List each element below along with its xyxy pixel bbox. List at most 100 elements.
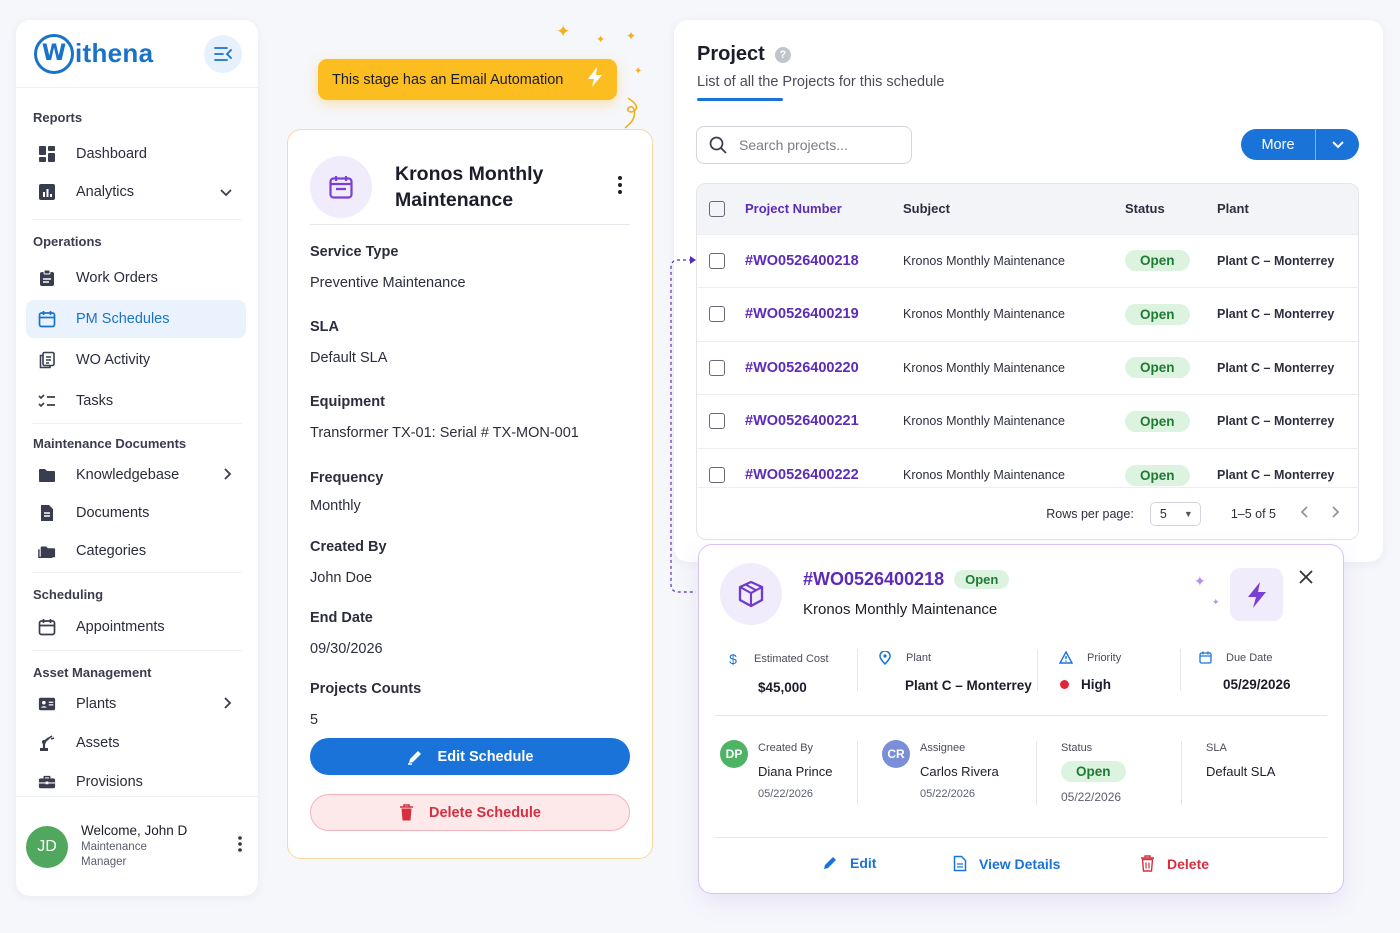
sidebar-item-label: Tasks — [76, 393, 114, 409]
project-number-link[interactable]: #WO0526400221 — [745, 413, 859, 430]
delete-button[interactable]: Delete — [1140, 855, 1209, 872]
collapse-sidebar-button[interactable] — [204, 34, 242, 73]
sidebar-item-documents[interactable]: Documents — [26, 494, 246, 532]
project-subject: Kronos Monthly Maintenance — [903, 414, 1065, 429]
metric-value: 05/29/2026 — [1223, 677, 1291, 692]
divider — [310, 224, 630, 225]
person-name: Carlos Rivera — [920, 764, 999, 779]
metric-label: Estimated Cost — [754, 653, 829, 665]
pencil-icon — [407, 749, 423, 765]
calendar-icon — [310, 156, 372, 218]
sidebar-item-provisions[interactable]: Provisions — [26, 763, 246, 801]
sidebar: W ithena Reports Dashboard Analytics Ope… — [16, 20, 258, 896]
search-input[interactable] — [739, 137, 899, 153]
column-header-project-number[interactable]: Project Number — [745, 201, 842, 217]
project-title: Project — [697, 43, 765, 65]
chevron-right-icon — [224, 696, 232, 712]
project-plant: Plant C – Monterrey — [1217, 360, 1335, 375]
sidebar-item-wo-activity[interactable]: WO Activity — [26, 341, 246, 379]
row-checkbox[interactable] — [709, 306, 725, 323]
delete-label: Delete — [1167, 855, 1210, 872]
rows-per-page-select[interactable]: 5 ▼ — [1149, 501, 1201, 526]
sidebar-item-work-orders[interactable]: Work Orders — [26, 259, 246, 297]
field-frequency: Frequency Monthly — [288, 470, 652, 514]
table-row[interactable]: #WO0526400222 Kronos Monthly Maintenance… — [697, 448, 1358, 502]
edit-button[interactable]: Edit — [822, 855, 876, 871]
detail-subject: Kronos Monthly Maintenance — [803, 601, 998, 618]
table-row[interactable]: #WO0526400219 Kronos Monthly Maintenance… — [697, 287, 1358, 342]
section-title-asset-management: Asset Management — [33, 665, 152, 680]
table-row[interactable]: #WO0526400221 Kronos Monthly Maintenance… — [697, 394, 1358, 449]
row-checkbox[interactable] — [709, 252, 725, 269]
sidebar-item-plants[interactable]: Plants — [26, 685, 246, 723]
detail-header: #WO0526400218 Open — [803, 569, 1010, 590]
previous-page-button[interactable] — [1300, 505, 1308, 522]
sidebar-item-label: Dashboard — [76, 146, 147, 162]
project-subject: Kronos Monthly Maintenance — [903, 307, 1065, 322]
rows-per-page-value: 5 — [1159, 506, 1167, 521]
project-number-link[interactable]: #WO0526400220 — [745, 359, 859, 376]
column-header-plant[interactable]: Plant — [1217, 201, 1249, 217]
close-button[interactable] — [1299, 567, 1313, 590]
edit-schedule-button[interactable]: Edit Schedule — [310, 738, 630, 775]
row-checkbox[interactable] — [709, 413, 725, 430]
section-title-operations: Operations — [33, 234, 102, 249]
column-header-subject[interactable]: Subject — [903, 201, 950, 217]
sidebar-item-label: Assets — [76, 735, 120, 751]
metric-label: Due Date — [1226, 651, 1273, 664]
sidebar-item-assets[interactable]: Assets — [26, 724, 246, 762]
field-value: Transformer TX-01: Serial # TX-MON-001 — [310, 425, 579, 441]
field-projects-counts: Projects Counts 5 — [288, 681, 652, 728]
sidebar-item-label: Plants — [76, 696, 117, 712]
view-details-button[interactable]: View Details — [953, 855, 1060, 872]
metric-due-date: Due Date 05/29/2026 — [1197, 651, 1291, 692]
sidebar-item-categories[interactable]: Categories — [26, 532, 246, 570]
more-button[interactable]: More — [1241, 129, 1359, 160]
sidebar-item-pm-schedules[interactable]: PM Schedules — [26, 300, 246, 338]
view-details-label: View Details — [979, 855, 1061, 872]
sidebar-item-dashboard[interactable]: Dashboard — [26, 135, 246, 173]
sidebar-item-appointments[interactable]: Appointments — [26, 608, 246, 646]
user-menu-button[interactable] — [238, 836, 242, 857]
section-title-reports: Reports — [33, 110, 83, 125]
delete-schedule-label: Delete Schedule — [428, 804, 541, 821]
avatar[interactable]: JD — [26, 825, 68, 868]
sidebar-item-tasks[interactable]: Tasks — [26, 382, 246, 420]
logo-mark: W — [34, 33, 74, 74]
help-icon[interactable]: ? — [774, 46, 791, 63]
project-number-link[interactable]: #WO0526400218 — [745, 252, 859, 269]
field-label: Projects Counts — [310, 681, 422, 697]
project-number-link[interactable]: #WO0526400222 — [745, 467, 859, 483]
sidebar-item-analytics[interactable]: Analytics — [26, 173, 246, 211]
table-row[interactable]: #WO0526400218 Kronos Monthly Maintenance… — [697, 234, 1358, 288]
sidebar-item-knowledgebase[interactable]: Knowledgebase — [26, 456, 246, 494]
more-dropdown-toggle[interactable] — [1316, 140, 1359, 149]
calendar-icon — [38, 310, 56, 328]
field-label: Equipment — [310, 394, 385, 410]
brand-logo[interactable]: W ithena — [34, 33, 153, 74]
next-page-button[interactable] — [1332, 505, 1340, 522]
automation-button[interactable] — [1230, 568, 1283, 621]
row-checkbox[interactable] — [709, 467, 725, 483]
delete-schedule-button[interactable]: Delete Schedule — [310, 794, 630, 831]
section-title-maintenance-documents: Maintenance Documents — [33, 436, 187, 451]
edit-schedule-label: Edit Schedule — [437, 748, 534, 765]
dashboard-icon — [38, 145, 56, 163]
project-number-link[interactable]: #WO0526400219 — [745, 306, 859, 323]
project-subject: Kronos Monthly Maintenance — [903, 468, 1065, 482]
search-box[interactable] — [696, 126, 912, 164]
metric-estimated-cost: $ Estimated Cost $45,000 — [725, 651, 829, 695]
more-label: More — [1261, 136, 1295, 153]
column-header-status[interactable]: Status — [1125, 201, 1165, 217]
chevron-right-icon — [224, 467, 232, 483]
status-badge: Open — [1125, 410, 1190, 432]
sla-value: Default SLA — [1206, 764, 1276, 779]
field-end-date: End Date 09/30/2026 — [288, 610, 652, 657]
email-automation-banner[interactable]: This stage has an Email Automation — [318, 59, 617, 100]
table-row[interactable]: #WO0526400220 Kronos Monthly Maintenance… — [697, 341, 1358, 395]
lightning-icon — [587, 66, 603, 94]
schedule-menu-button[interactable] — [618, 174, 622, 200]
sparkle-icon: ✦ — [634, 66, 643, 77]
row-checkbox[interactable] — [709, 359, 725, 376]
select-all-checkbox[interactable] — [709, 200, 725, 217]
